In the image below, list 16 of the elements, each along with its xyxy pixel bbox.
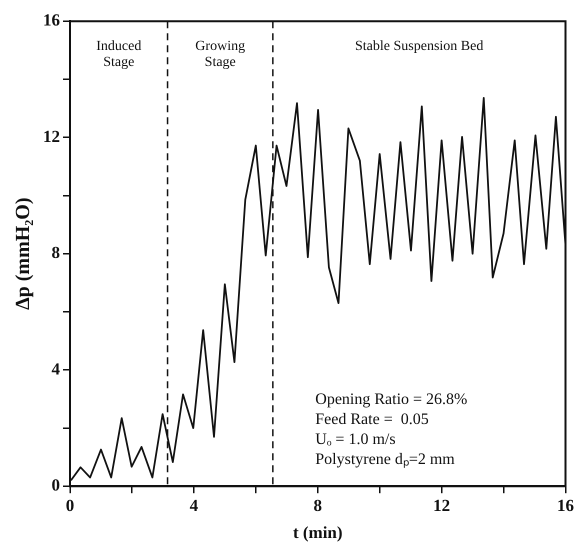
y-tick-label: 16 [43, 10, 60, 30]
annotation: Stable Suspension Bed [355, 38, 484, 54]
annotation: Growing Stage [195, 38, 246, 70]
annotation: Opening Ratio = 26.8% Feed Rate = 0.05 Uₒ = 1.0 m/s Polystyrene dₚ=2 mm [315, 391, 468, 468]
x-tick-label: 0 [66, 496, 74, 515]
annotation: Induced Stage [96, 38, 142, 70]
x-tick-label: 12 [433, 496, 450, 515]
x-tick-label: 4 [190, 496, 199, 515]
y-tick-label: 4 [52, 359, 60, 378]
x-axis-title: t (min) [292, 523, 343, 542]
x-tick-label: 8 [314, 496, 322, 515]
y-tick-label: 8 [52, 243, 60, 262]
x-tick-label: 16 [557, 496, 574, 515]
y-tick-label: 12 [43, 126, 60, 146]
y-tick-label: 0 [52, 476, 60, 495]
y-axis-title: Δp (mmH₂O) [12, 197, 34, 310]
